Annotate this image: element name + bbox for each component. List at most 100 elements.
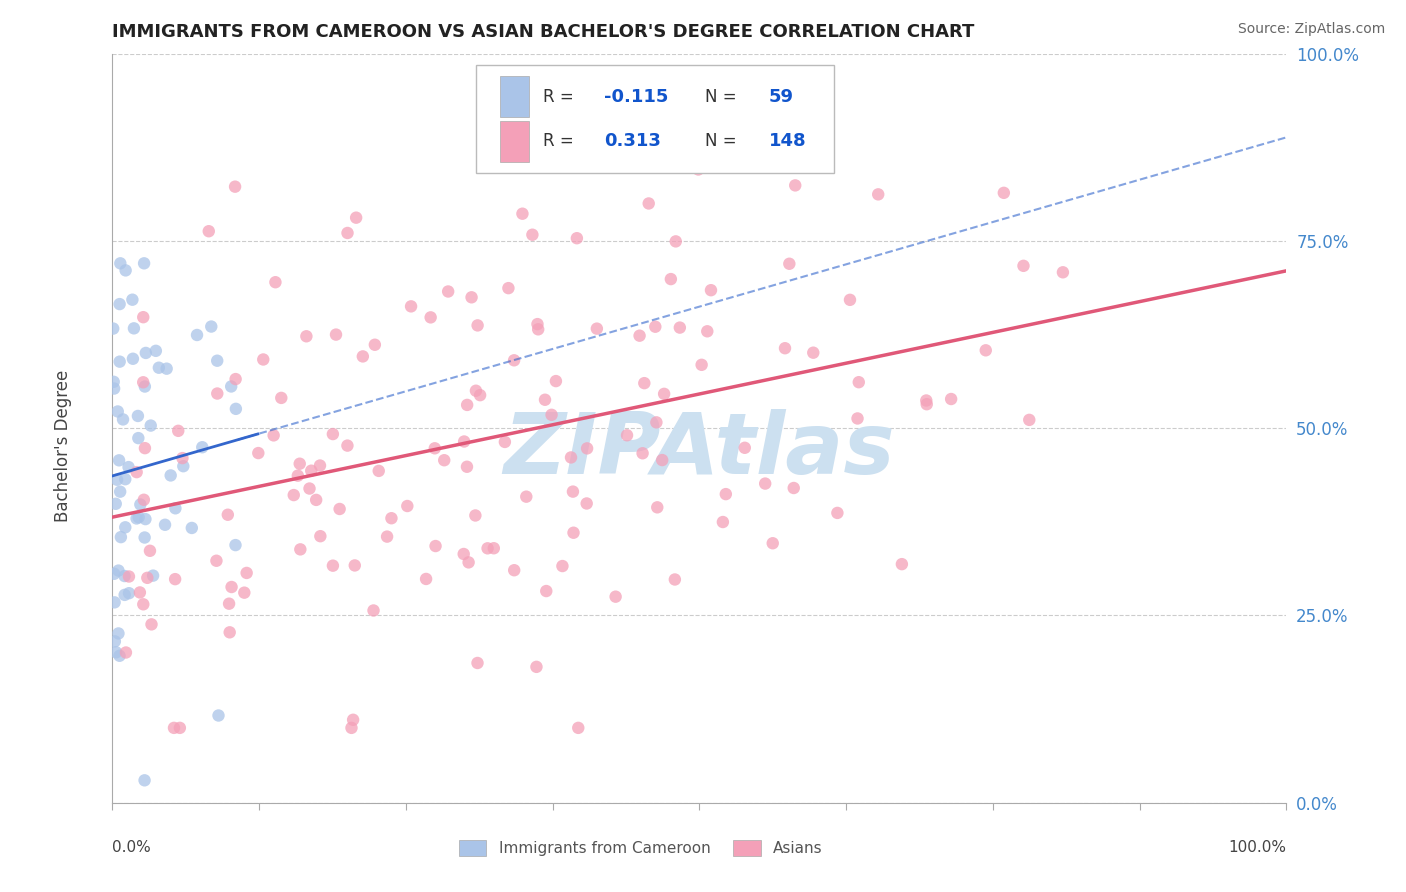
Point — [754, 476, 776, 491]
Point — [616, 428, 638, 442]
Point — [128, 585, 150, 599]
Point — [142, 568, 165, 582]
Point — [224, 538, 246, 552]
Point — [224, 179, 246, 194]
Point — [153, 517, 176, 532]
Point — [180, 521, 202, 535]
Point — [1018, 413, 1040, 427]
Point — [498, 281, 520, 295]
Point — [974, 343, 997, 358]
Point — [460, 290, 482, 304]
Text: N =: N = — [706, 132, 742, 151]
Point — [839, 293, 862, 307]
Point — [156, 361, 179, 376]
Point — [108, 484, 131, 499]
Point — [114, 588, 136, 602]
Point — [551, 559, 574, 574]
Point — [132, 376, 155, 390]
Point — [586, 321, 609, 335]
Point — [325, 327, 347, 342]
Point — [465, 384, 488, 398]
Point — [364, 337, 387, 351]
Point — [526, 317, 548, 331]
Point — [482, 541, 505, 556]
Point — [132, 256, 155, 270]
Point — [396, 499, 419, 513]
Point — [172, 451, 194, 466]
Point — [103, 382, 125, 396]
Point — [380, 511, 402, 525]
Point — [868, 187, 890, 202]
Point — [115, 646, 138, 660]
Point — [340, 721, 363, 735]
Point — [628, 328, 651, 343]
Point — [415, 572, 437, 586]
Point — [939, 392, 962, 406]
Point — [890, 557, 912, 571]
Point — [172, 459, 194, 474]
Point — [108, 297, 131, 311]
Point — [233, 585, 256, 599]
Point — [263, 428, 285, 442]
Point — [540, 408, 562, 422]
Point — [456, 398, 478, 412]
Point — [218, 625, 240, 640]
Point — [114, 472, 136, 486]
Point — [645, 415, 668, 429]
Text: Bachelor's Degree: Bachelor's Degree — [55, 370, 72, 522]
Point — [456, 459, 478, 474]
Point — [127, 409, 149, 423]
Point — [159, 468, 181, 483]
Point — [283, 488, 305, 502]
Point — [633, 376, 655, 391]
Point — [145, 343, 167, 358]
Point — [247, 446, 270, 460]
Text: N =: N = — [706, 87, 742, 106]
Point — [134, 531, 156, 545]
Point — [305, 492, 328, 507]
Point — [218, 597, 240, 611]
Point — [576, 442, 599, 456]
Point — [562, 525, 585, 540]
Point — [165, 572, 187, 586]
Point — [200, 319, 222, 334]
Point — [135, 346, 157, 360]
Point — [127, 431, 149, 445]
Point — [114, 263, 136, 277]
Point — [287, 468, 309, 483]
Point — [690, 358, 713, 372]
Point — [477, 541, 499, 556]
Point — [561, 484, 583, 499]
Point — [560, 450, 582, 465]
Point — [132, 310, 155, 325]
Point — [322, 427, 344, 442]
Point — [778, 257, 800, 271]
Point — [104, 634, 127, 648]
Point — [163, 721, 186, 735]
Point — [503, 353, 526, 368]
Point — [139, 543, 162, 558]
Point — [134, 773, 156, 788]
Point — [544, 374, 567, 388]
Point — [425, 539, 447, 553]
Point — [139, 418, 162, 433]
Point — [773, 341, 796, 355]
Point — [270, 391, 292, 405]
Point — [503, 563, 526, 577]
Point — [631, 446, 654, 460]
Point — [299, 464, 322, 478]
Point — [134, 379, 156, 393]
Point — [669, 320, 692, 334]
Point — [467, 656, 489, 670]
Point — [437, 285, 460, 299]
Point — [110, 256, 132, 270]
Point — [103, 321, 125, 335]
Text: R =: R = — [543, 132, 579, 151]
Point — [105, 645, 128, 659]
Point — [295, 329, 318, 343]
FancyBboxPatch shape — [477, 65, 835, 173]
Point — [827, 506, 849, 520]
Point — [536, 584, 558, 599]
Text: Source: ZipAtlas.com: Source: ZipAtlas.com — [1237, 22, 1385, 37]
Point — [309, 529, 332, 543]
